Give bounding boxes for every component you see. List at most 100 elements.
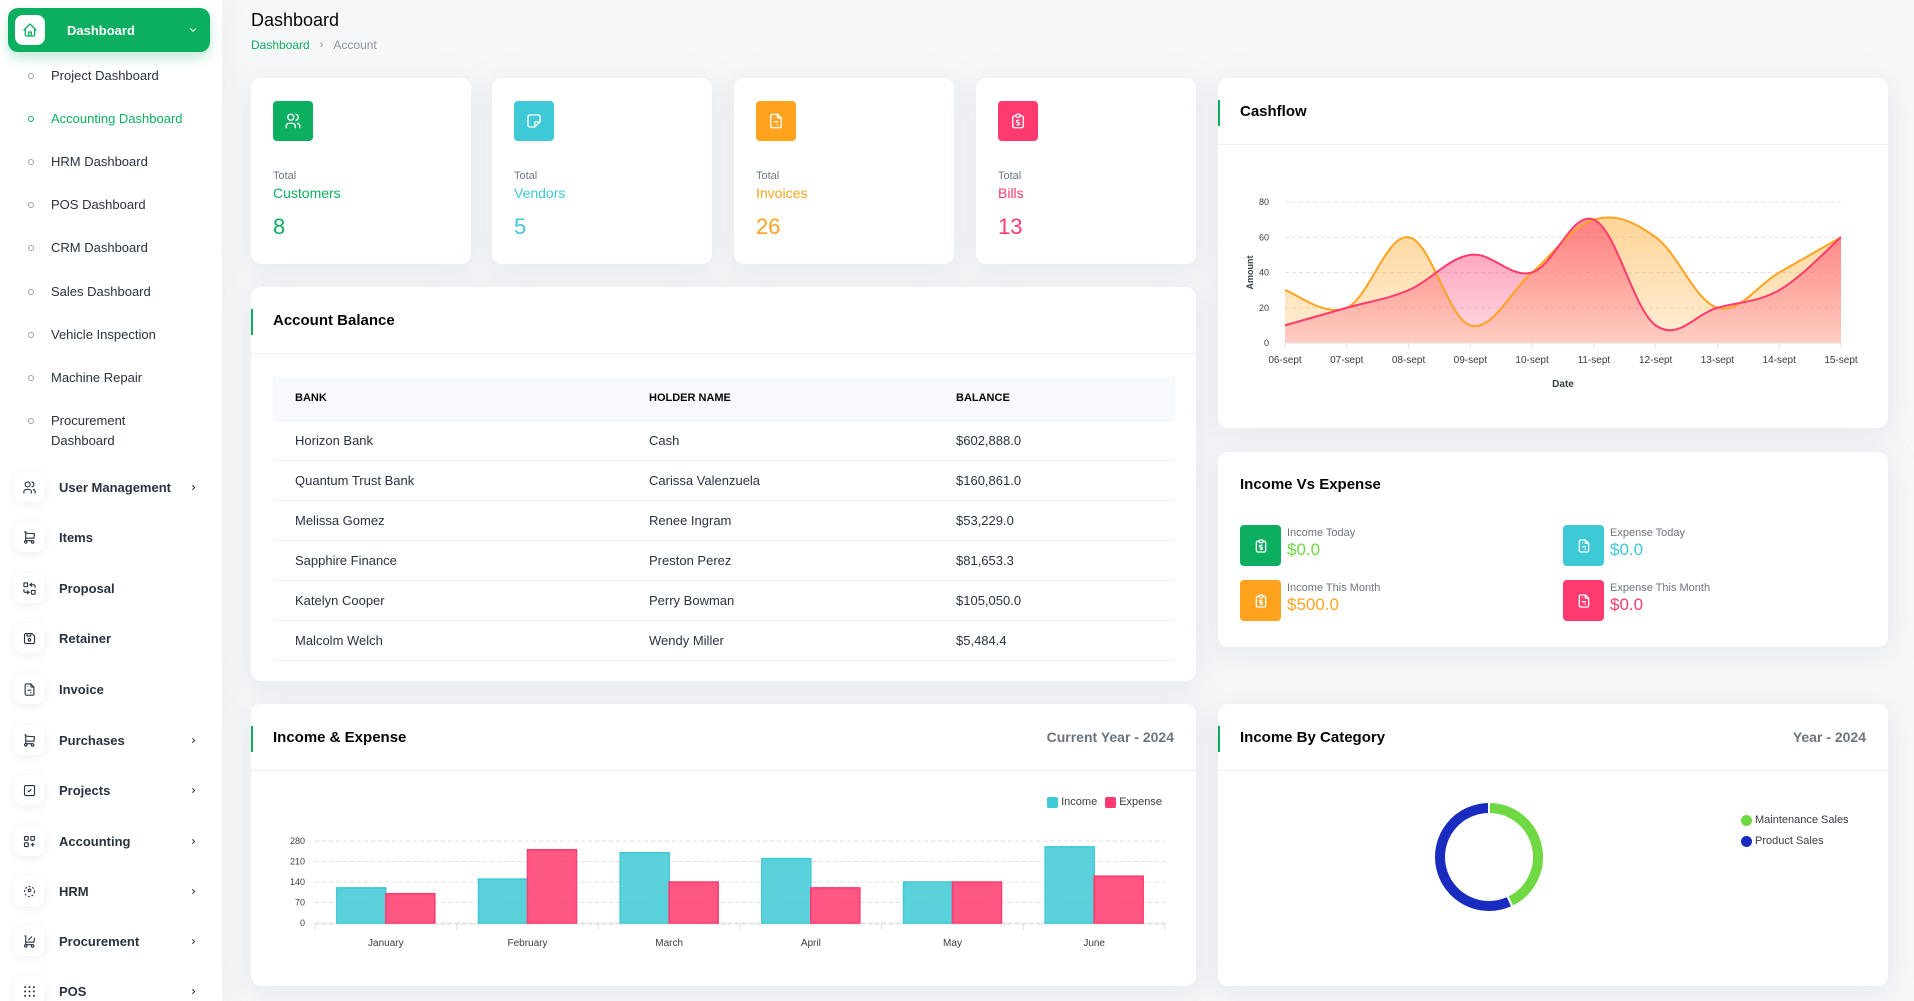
line-series-b <box>1284 217 1842 332</box>
x-axis-title: Date <box>1552 379 1574 390</box>
cart-icon <box>14 522 44 552</box>
user-focus-icon <box>14 876 44 906</box>
sidebar-item-purchases[interactable]: Purchases <box>14 724 210 756</box>
card-subtitle: Year - 2024 <box>1792 729 1866 745</box>
bar-expense-may <box>951 881 1003 924</box>
bar-income-february <box>477 878 529 924</box>
sidebar-item-projects[interactable]: Projects <box>14 774 210 806</box>
legend-label-income[interactable]: Income <box>1061 796 1098 808</box>
stat-card-invoices: Total Invoices 26 <box>734 78 954 264</box>
submenu-item-accounting-dashboard[interactable]: Accounting Dashboard <box>28 109 183 129</box>
bar-income-april <box>761 857 812 924</box>
account-balance-card: Account Balance BANK HOLDER NAME BALANCE… <box>251 287 1196 681</box>
note-icon <box>514 101 554 141</box>
area-series-b <box>1285 218 1841 343</box>
bullet-icon <box>28 375 34 381</box>
income-expense-chart: 0 70 140 210 280 January February March April May… <box>290 836 1166 949</box>
sidebar-item-dashboard[interactable]: Dashboard <box>8 8 210 52</box>
cell-holder-name: Preston Perez <box>627 539 934 580</box>
legend-item-product-sales[interactable]: Product Sales <box>1741 835 1823 847</box>
submenu-item-hrm-dashboard[interactable]: HRM Dashboard <box>28 152 148 172</box>
accent-bar <box>251 726 253 752</box>
y-tick-label: 20 <box>1259 303 1269 313</box>
card-header: Income By Category Year - 2024 <box>1218 704 1888 771</box>
card-header: Account Balance <box>251 287 1196 354</box>
sidebar-item-hrm[interactable]: HRM <box>14 875 210 907</box>
income-expense-card: Income & Expense Current Year - 2024 Inc… <box>251 704 1196 986</box>
device-floppy-icon <box>14 623 44 653</box>
sidebar-item-items[interactable]: Items <box>14 521 210 553</box>
sidebar: Dashboard Project Dashboard Accounting D… <box>0 0 222 1001</box>
sidebar-item-user-management[interactable]: User Management <box>14 471 210 503</box>
stat-card-customers: Total Customers 8 <box>251 78 471 264</box>
x-tick-label: 12-sept <box>1639 355 1673 366</box>
y-tick-label: 280 <box>290 836 305 846</box>
sidebar-item-label: User Management <box>59 479 171 495</box>
cell-balance: $602,888.0 <box>934 419 1175 460</box>
column-header-bank[interactable]: BANK <box>273 377 627 420</box>
submenu-item-label: HRM Dashboard <box>51 154 148 169</box>
file-invoice-icon <box>1563 580 1604 621</box>
card-title: Income Vs Expense <box>1240 476 1381 493</box>
x-tick-label: May <box>943 938 962 949</box>
breadcrumb-current: Account <box>333 38 377 52</box>
sidebar-item-proposal[interactable]: Proposal <box>14 572 210 604</box>
submenu-item-label: Accounting Dashboard <box>51 111 183 126</box>
submenu-item-sales-dashboard[interactable]: Sales Dashboard <box>28 282 151 302</box>
legend-item-maintenance-sales[interactable]: Maintenance Sales <box>1741 814 1849 826</box>
x-tick-label: March <box>655 938 683 949</box>
y-tick-label: 40 <box>1259 268 1269 278</box>
submenu-item-label: Procurement Dashboard <box>51 413 126 448</box>
bullet-icon <box>28 116 34 122</box>
chevron-right-icon: › <box>319 39 324 51</box>
bullet-icon <box>28 418 34 424</box>
stat-card-vendors: Total Vendors 5 <box>492 78 712 264</box>
cell-bank: Horizon Bank <box>273 419 627 460</box>
legend-label-expense[interactable]: Expense <box>1119 796 1162 808</box>
column-header-holder-name[interactable]: HOLDER NAME <box>627 377 934 420</box>
grid-dots-icon <box>14 976 44 1001</box>
x-tick-label: 09-sept <box>1454 355 1488 366</box>
sidebar-item-pos[interactable]: POS <box>14 975 210 1001</box>
shopping-cart-icon <box>14 725 44 755</box>
y-tick-label: 0 <box>300 918 305 928</box>
column-header-balance[interactable]: BALANCE <box>934 377 1175 420</box>
file-invoice-icon <box>14 674 44 704</box>
sidebar-item-invoice[interactable]: Invoice <box>14 673 210 705</box>
submenu-item-crm-dashboard[interactable]: CRM Dashboard <box>28 238 148 258</box>
submenu-item-machine-repair[interactable]: Machine Repair <box>28 368 142 388</box>
report-money-icon <box>998 101 1038 141</box>
submenu-item-procurement-dashboard[interactable]: Procurement Dashboard <box>28 411 138 451</box>
submenu-item-project-dashboard[interactable]: Project Dashboard <box>28 66 159 86</box>
x-tick-label: 10-sept <box>1515 355 1549 366</box>
y-tick-label: 140 <box>290 877 305 887</box>
submenu-item-label: POS Dashboard <box>51 197 146 212</box>
submenu-item-pos-dashboard[interactable]: POS Dashboard <box>28 195 146 215</box>
legend-swatch-expense <box>1105 796 1117 808</box>
sidebar-item-accounting[interactable]: Accounting <box>14 825 210 857</box>
x-tick-label: April <box>801 938 821 949</box>
breadcrumb-link-dashboard[interactable]: Dashboard <box>251 38 310 52</box>
stat-label: Invoices <box>756 185 808 201</box>
chevron-right-icon <box>189 887 198 896</box>
bullet-icon <box>28 159 34 165</box>
cell-balance: $5,484.4 <box>934 619 1175 661</box>
sidebar-item-label: Invoice <box>59 681 104 697</box>
table-row: Katelyn Cooper Perry Bowman $105,050.0 <box>273 579 1175 620</box>
card-title: Account Balance <box>273 311 395 329</box>
bar-expense-april <box>810 887 861 924</box>
bullet-icon <box>28 202 34 208</box>
shopping-cart-discount-icon <box>14 926 44 956</box>
cell-holder-name: Renee Ingram <box>627 499 934 540</box>
income-by-category-card: Income By Category Year - 2024 Maintenan… <box>1218 704 1888 986</box>
y-tick-label: 80 <box>1259 197 1269 207</box>
x-tick-label: June <box>1083 938 1105 949</box>
sidebar-item-retainer[interactable]: Retainer <box>14 622 210 654</box>
sidebar-item-procurement[interactable]: Procurement <box>14 925 210 957</box>
cell-bank: Katelyn Cooper <box>273 579 627 620</box>
cell-bank: Malcolm Welch <box>273 619 627 661</box>
submenu-item-vehicle-inspection[interactable]: Vehicle Inspection <box>28 325 156 345</box>
chart-legend: Income Expense <box>1047 796 1162 808</box>
cell-bank: Quantum Trust Bank <box>273 459 627 500</box>
y-tick-label: 60 <box>1259 232 1269 242</box>
